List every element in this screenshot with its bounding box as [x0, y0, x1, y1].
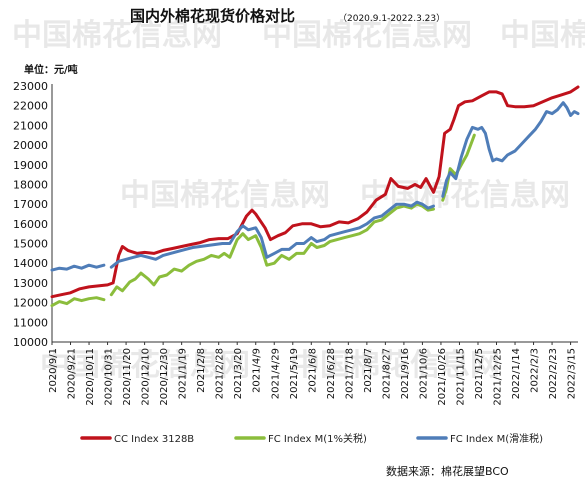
x-tick-label: 2020/9/1 [48, 348, 59, 393]
x-tick-label: 2021/11/15 [455, 348, 466, 406]
y-tick-label: 22000 [13, 100, 48, 113]
x-tick-label: 2020/12/30 [159, 348, 170, 406]
x-tick-label: 2020/12/10 [141, 348, 152, 406]
x-tick-label: 2022/2/3 [530, 348, 541, 393]
series-line-2 [109, 202, 435, 297]
x-tick-label: 2021/1/19 [178, 348, 189, 399]
x-tick-label: 2021/2/28 [215, 348, 226, 399]
y-tick-label: 23000 [13, 80, 48, 93]
series-line-1 [50, 85, 580, 299]
x-tick-label: 2021/8/7 [363, 348, 374, 393]
y-tick-label: 17000 [13, 198, 48, 211]
x-tick-label: 2021/6/28 [326, 348, 337, 399]
watermark-text: 中国棉花信息网 [500, 18, 585, 53]
x-tick-label: 2022/2/23 [548, 348, 559, 399]
y-tick-label: 21000 [13, 119, 48, 132]
y-tick-label: 10000 [13, 336, 48, 349]
x-tick-label: 2021/9/16 [400, 348, 411, 399]
chart-subtitle: （2020.9.1-2022.3.23） [338, 13, 445, 24]
series-line-2 [50, 296, 106, 308]
x-tick-label: 2021/7/18 [344, 348, 355, 399]
y-tick-label: 20000 [13, 139, 48, 152]
x-tick-label: 2020/11/20 [122, 348, 133, 406]
x-tick-label: 2021/8/27 [381, 348, 392, 399]
legend-label: CC Index 3128B [114, 434, 194, 445]
y-tick-label: 12000 [13, 297, 48, 310]
plot-area [50, 85, 580, 308]
x-tick-label: 2021/5/19 [289, 348, 300, 399]
watermark-text: 中国棉花信息网 [120, 178, 330, 213]
x-tick-label: 2022/1/14 [511, 348, 522, 399]
watermark-text: 中国棉花信息网 [262, 18, 472, 53]
watermark-text: 中国棉花信息网 [290, 348, 500, 383]
x-axis: 2020/9/1 2020/9/21 2020/10/11 2020/10/31 202… [48, 341, 578, 406]
x-tick-label: 2021/12/25 [493, 348, 504, 406]
legend-label: FC Index M(1%关税) [268, 432, 367, 445]
x-tick-label: 2021/10/6 [418, 348, 429, 399]
x-tick-label: 2020/10/11 [85, 348, 96, 406]
x-tick-label: 2021/4/29 [270, 348, 281, 399]
y-tick-label: 11000 [13, 316, 48, 329]
y-axis-unit-label: 单位：元/吨 [24, 63, 78, 76]
y-tick-label: 19000 [13, 159, 48, 172]
y-tick-label: 16000 [13, 218, 48, 231]
x-tick-label: 2021/3/20 [233, 348, 244, 399]
x-tick-label: 2021/4/9 [252, 348, 263, 393]
y-tick-label: 15000 [13, 238, 48, 251]
watermark-text: 中国棉花信息网 [12, 18, 222, 53]
x-tick-label: 2020/10/31 [104, 348, 115, 406]
x-tick-label: 2021/10/26 [437, 348, 448, 406]
chart-title: 国内外棉花现货价格对比 [130, 7, 295, 25]
x-tick-label: 2021/6/8 [307, 348, 318, 393]
series-line-3 [109, 200, 435, 269]
y-tick-label: 13000 [13, 277, 48, 290]
y-tick-label: 18000 [13, 178, 48, 191]
y-tick-label: 14000 [13, 257, 48, 270]
series-line-3 [441, 101, 580, 198]
x-tick-label: 2020/9/21 [67, 348, 78, 399]
x-tick-label: 2022/3/15 [567, 348, 578, 399]
legend-label: FC Index M(滑准税) [450, 432, 543, 445]
data-source-note: 数据来源：棉花展望BCO [386, 464, 509, 478]
legend: CC Index 3128B FC Index M(1%关税) FC Index M… [80, 432, 543, 445]
series-line-3 [50, 263, 106, 272]
x-tick-label: 2021/12/5 [474, 348, 485, 399]
y-axis: 10000 11000 12000 13000 14000 15000 16000 17000… [13, 80, 53, 349]
x-tick-label: 2021/2/8 [196, 348, 207, 393]
watermark-text: 中国棉花信息网 [40, 348, 250, 383]
